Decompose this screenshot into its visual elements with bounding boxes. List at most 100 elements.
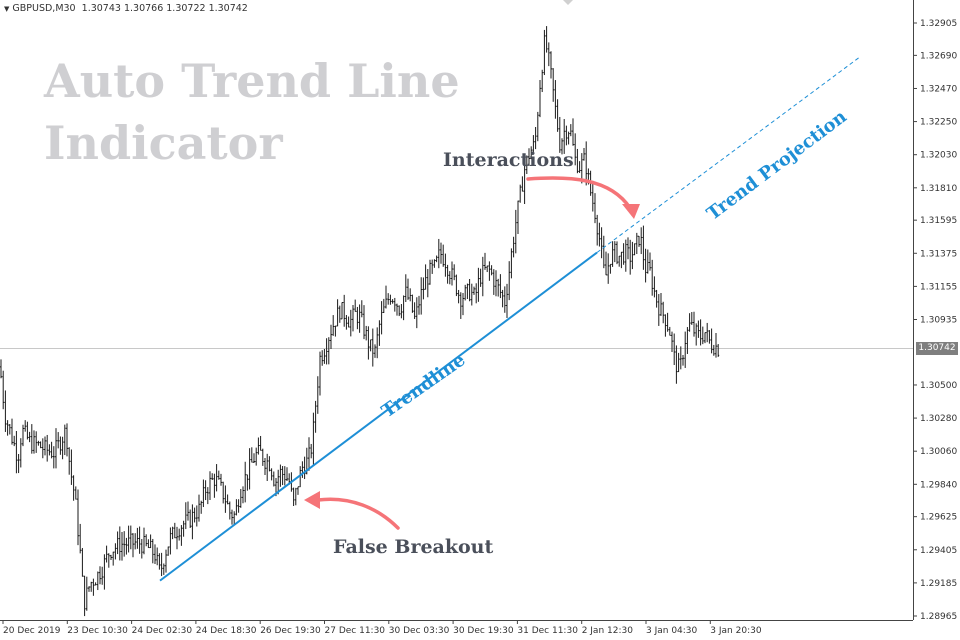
price-bar [125, 537, 128, 555]
price-bar [191, 504, 194, 540]
interactions-arrowhead [622, 204, 640, 219]
price-bar [11, 418, 13, 445]
price-bar [459, 292, 462, 319]
price-bar [19, 438, 22, 468]
price-bar [226, 494, 229, 505]
price-bar [160, 552, 163, 577]
price-bar [431, 259, 434, 274]
price-bar [110, 554, 112, 560]
price-bar [514, 209, 517, 254]
price-bar [404, 274, 407, 302]
time-axis-label: 20 Dec 2019 [3, 626, 61, 636]
price-bar [710, 328, 713, 354]
price-bar [477, 267, 480, 302]
price-bar [420, 277, 423, 315]
price-bar [132, 533, 134, 558]
price-bar [468, 279, 471, 302]
price-bar [286, 467, 288, 482]
price-axis-label: 1.30060 [920, 447, 957, 457]
price-bar [112, 551, 115, 566]
time-axis-label: 30 Dec 19:30 [453, 626, 514, 636]
annotation-arrows [304, 176, 640, 530]
price-bar [602, 235, 605, 269]
price-bar [598, 222, 601, 247]
time-axis-label: 30 Dec 03:30 [389, 626, 450, 636]
price-bar [508, 261, 511, 301]
price-axis-label: 1.32030 [920, 151, 957, 161]
triangle-down-icon[interactable]: ▼ [4, 5, 10, 13]
price-bar [413, 302, 416, 319]
price-bar [279, 464, 282, 487]
price-bar [462, 292, 464, 316]
price-bar [15, 431, 18, 474]
price-bar [352, 305, 354, 332]
price-bar [283, 466, 286, 486]
price-bar [114, 543, 117, 560]
price-bar [635, 232, 638, 255]
price-bar [154, 544, 156, 565]
price-bar [41, 438, 44, 459]
price-bar [622, 243, 625, 265]
price-bar [591, 180, 594, 212]
price-bar [640, 227, 643, 255]
price-bar [209, 471, 211, 501]
price-bar [37, 440, 40, 446]
price-bar [418, 295, 420, 315]
price-bar [374, 344, 376, 358]
price-axis-label: 1.31595 [920, 216, 957, 226]
price-bar [662, 301, 665, 324]
price-bar [576, 148, 579, 174]
price-bar [33, 430, 35, 454]
symbol-header[interactable]: ▼ GBPUSD,M30 1.30743 1.30766 1.30722 1.30… [4, 3, 248, 14]
price-bar [250, 447, 253, 463]
price-bar [297, 486, 299, 495]
price-bar [600, 227, 603, 259]
price-bar [30, 424, 33, 454]
price-axis-label: 1.30500 [920, 381, 957, 391]
price-bar [402, 295, 405, 321]
price-bar [149, 534, 152, 549]
price-bar [486, 265, 489, 273]
price-bar [706, 322, 709, 343]
price-bar [536, 111, 539, 142]
price-bar [187, 501, 189, 521]
price-bar [345, 315, 348, 330]
price-axis-label: 1.28965 [920, 612, 957, 622]
price-bar [354, 299, 357, 312]
title-line-1: Auto Trend Line [44, 54, 460, 108]
time-axis-label: 31 Dec 11:30 [517, 626, 578, 636]
time-axis-label: 2 Jan 12:30 [582, 626, 634, 636]
price-bar [699, 319, 702, 346]
price-bar [105, 545, 108, 563]
price-bar [534, 126, 537, 150]
price-bar [618, 255, 621, 267]
price-bar [382, 298, 385, 314]
time-axis-label: 27 Dec 11:30 [325, 626, 386, 636]
price-bar [74, 486, 77, 500]
price-bar [519, 184, 522, 203]
price-bar [72, 475, 75, 501]
price-bar [363, 305, 365, 340]
price-bar [525, 155, 528, 174]
price-bar [96, 571, 99, 591]
price-bar [180, 525, 183, 546]
price-bar [479, 268, 482, 287]
price-bar [407, 278, 409, 300]
price-bar [429, 259, 431, 285]
price-bar [308, 437, 310, 471]
price-axis-label: 1.32905 [920, 19, 957, 29]
price-bar [28, 431, 31, 443]
price-bar [605, 251, 607, 276]
price-bar [321, 350, 324, 366]
price-bar [314, 400, 317, 433]
price-bar [717, 344, 720, 357]
price-bar [398, 305, 401, 317]
price-bar [169, 527, 172, 555]
price-bar [277, 469, 280, 495]
price-bar [358, 304, 361, 333]
price-bar [594, 193, 596, 224]
price-bar [261, 448, 264, 466]
